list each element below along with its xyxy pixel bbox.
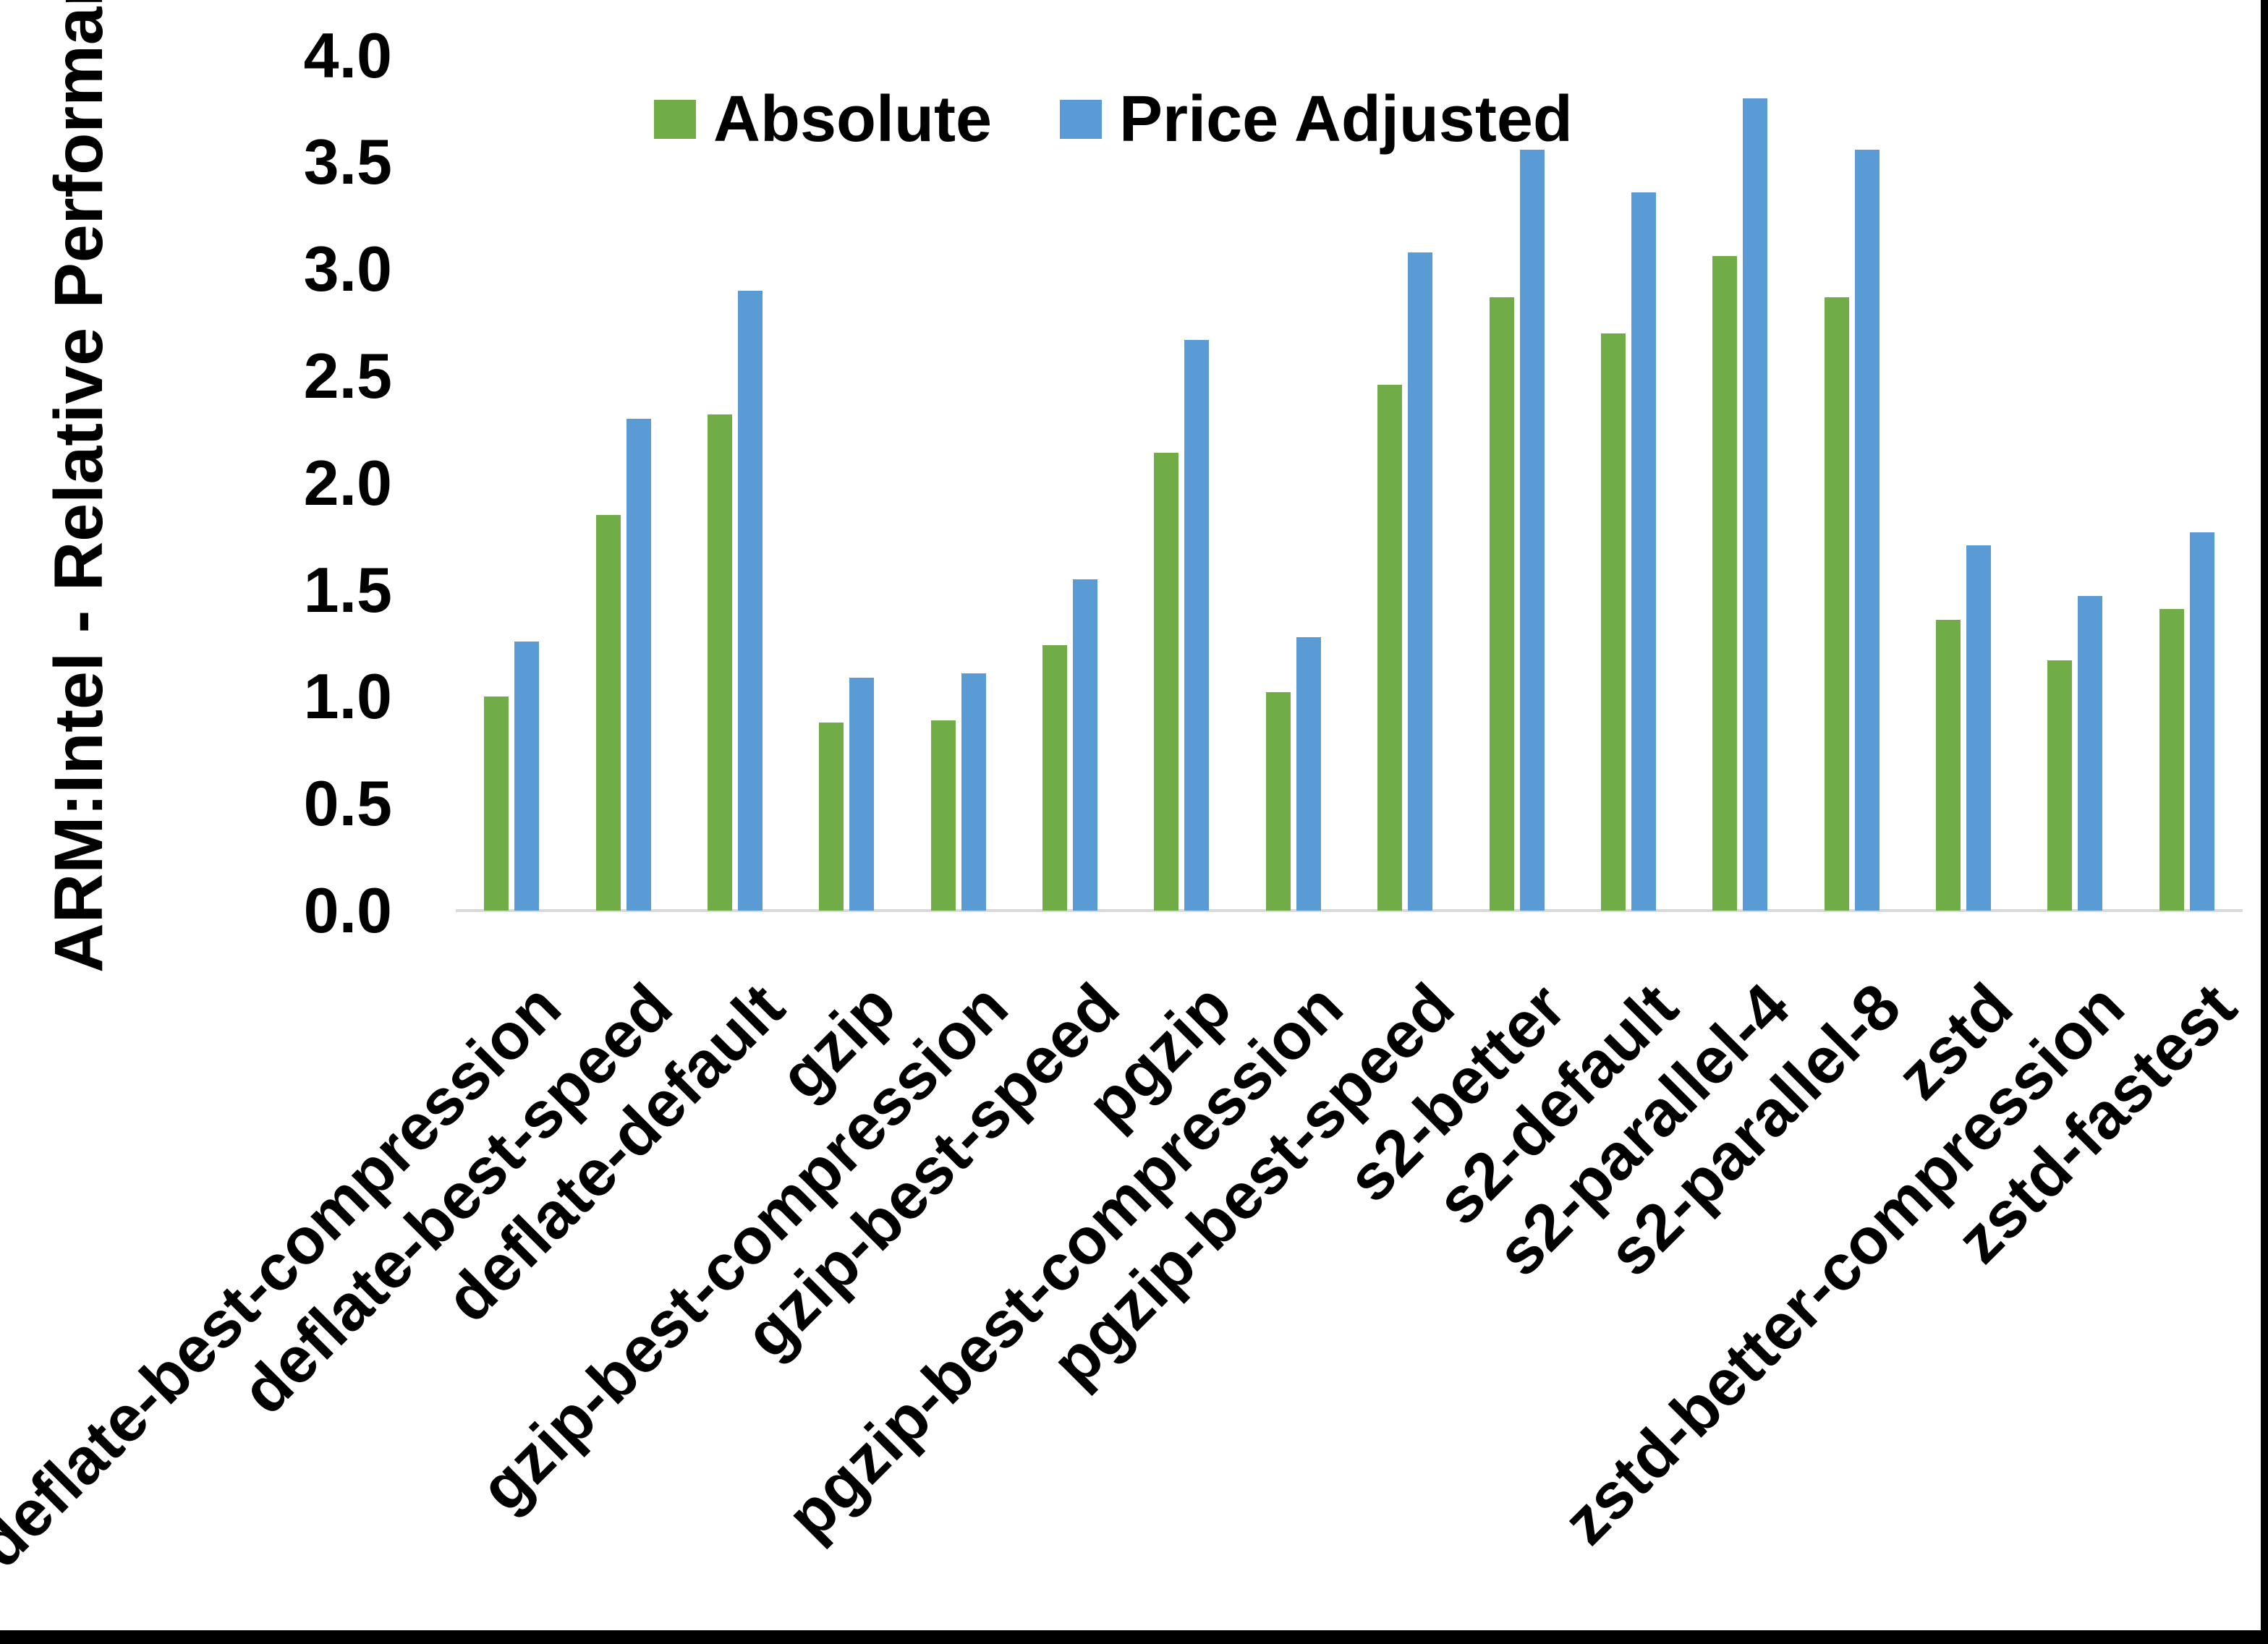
legend-swatch-absolute bbox=[654, 100, 696, 139]
bar-absolute bbox=[930, 720, 956, 911]
bar-absolute bbox=[1489, 297, 1514, 911]
bar-absolute bbox=[1824, 297, 1849, 911]
bar-absolute bbox=[1154, 453, 1179, 911]
legend-swatch-price-adjusted bbox=[1060, 100, 1103, 139]
bar-price-adjusted bbox=[961, 673, 986, 911]
y-tick-label: 0.5 bbox=[303, 767, 392, 840]
bar-absolute bbox=[707, 414, 732, 911]
y-tick-label: 4.0 bbox=[303, 19, 392, 91]
bar-price-adjusted bbox=[1743, 98, 1768, 911]
bar-price-adjusted bbox=[1184, 340, 1210, 911]
bar-absolute bbox=[1712, 256, 1738, 911]
y-tick-label: 2.5 bbox=[303, 340, 392, 412]
bar-absolute bbox=[595, 515, 621, 911]
bar-price-adjusted bbox=[626, 419, 651, 911]
bar-price-adjusted bbox=[1073, 579, 1098, 911]
legend-label-price-adjusted: Price Adjusted bbox=[1119, 83, 1573, 156]
bar-price-adjusted bbox=[1296, 637, 1321, 911]
bar-price-adjusted bbox=[1631, 192, 1656, 911]
bar-price-adjusted bbox=[737, 291, 763, 911]
bar-absolute bbox=[1265, 692, 1291, 911]
y-tick-label: 1.0 bbox=[303, 660, 392, 733]
bar-absolute bbox=[1600, 333, 1626, 911]
bar-absolute bbox=[2159, 609, 2184, 911]
y-tick-label: 0.0 bbox=[303, 874, 392, 946]
bar-absolute bbox=[484, 697, 509, 911]
legend: Absolute Price Adjusted bbox=[654, 87, 1573, 152]
bar-absolute bbox=[1042, 645, 1068, 911]
y-tick-label: 3.5 bbox=[303, 126, 392, 198]
bar-absolute bbox=[819, 723, 844, 911]
bar-price-adjusted bbox=[1854, 150, 1880, 911]
y-tick-label: 1.5 bbox=[303, 553, 392, 626]
bar-price-adjusted bbox=[1966, 545, 1992, 911]
y-tick-label: 3.0 bbox=[303, 233, 392, 305]
bar-price-adjusted bbox=[849, 678, 875, 911]
bar-price-adjusted bbox=[2078, 596, 2103, 911]
bar-price-adjusted bbox=[514, 642, 540, 911]
screenshot-bottom-border bbox=[0, 1630, 2268, 1644]
bar-absolute bbox=[2047, 660, 2073, 911]
x-axis-line bbox=[456, 909, 2243, 912]
legend-label-absolute: Absolute bbox=[713, 83, 993, 156]
bar-price-adjusted bbox=[1408, 252, 1433, 911]
bar-absolute bbox=[1936, 620, 1961, 911]
bar-price-adjusted bbox=[2189, 532, 2214, 911]
bar-price-adjusted bbox=[1519, 150, 1545, 911]
screenshot-right-border bbox=[2261, 0, 2268, 1644]
bar-absolute bbox=[1377, 385, 1403, 911]
y-tick-label: 2.0 bbox=[303, 446, 392, 519]
